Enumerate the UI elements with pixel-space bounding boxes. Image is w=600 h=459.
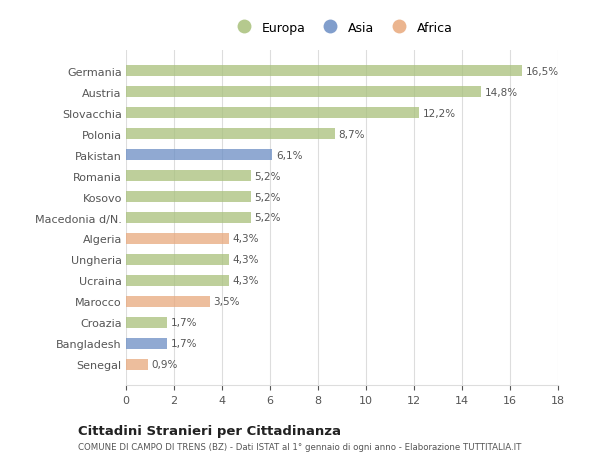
Text: 14,8%: 14,8%: [485, 87, 518, 97]
Text: 5,2%: 5,2%: [254, 213, 281, 223]
Text: 1,7%: 1,7%: [170, 318, 197, 328]
Bar: [126, 338, 167, 349]
Text: 6,1%: 6,1%: [276, 150, 302, 160]
Text: COMUNE DI CAMPO DI TRENS (BZ) - Dati ISTAT al 1° gennaio di ogni anno - Elaboraz: COMUNE DI CAMPO DI TRENS (BZ) - Dati IST…: [78, 442, 521, 451]
Bar: [126, 254, 229, 266]
Text: 5,2%: 5,2%: [254, 171, 281, 181]
Bar: [126, 66, 522, 77]
Text: 4,3%: 4,3%: [233, 255, 259, 265]
Bar: [126, 317, 167, 329]
Text: 5,2%: 5,2%: [254, 192, 281, 202]
Bar: [126, 107, 419, 119]
Text: 1,7%: 1,7%: [170, 339, 197, 349]
Legend: Europa, Asia, Africa: Europa, Asia, Africa: [227, 17, 458, 39]
Bar: [126, 359, 148, 370]
Text: 3,5%: 3,5%: [214, 297, 240, 307]
Bar: [126, 87, 481, 98]
Bar: [126, 191, 251, 203]
Text: 0,9%: 0,9%: [151, 359, 178, 369]
Bar: [126, 129, 335, 140]
Bar: [126, 296, 210, 308]
Bar: [126, 170, 251, 182]
Text: 8,7%: 8,7%: [338, 129, 365, 139]
Bar: [126, 275, 229, 286]
Bar: [126, 212, 251, 224]
Bar: [126, 150, 272, 161]
Text: 4,3%: 4,3%: [233, 234, 259, 244]
Text: 16,5%: 16,5%: [526, 67, 559, 77]
Text: 12,2%: 12,2%: [422, 108, 455, 118]
Text: Cittadini Stranieri per Cittadinanza: Cittadini Stranieri per Cittadinanza: [78, 425, 341, 437]
Text: 4,3%: 4,3%: [233, 276, 259, 286]
Bar: [126, 233, 229, 245]
